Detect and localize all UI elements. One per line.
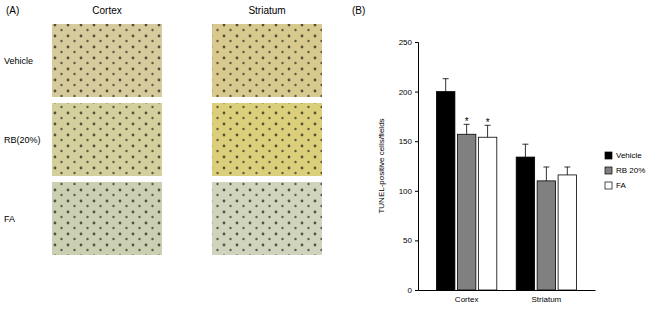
legend-label: Vehicle bbox=[616, 151, 642, 160]
y-tick-mark bbox=[415, 42, 418, 43]
bar bbox=[516, 157, 534, 290]
column-label: Striatum bbox=[248, 5, 285, 16]
micrograph-background bbox=[212, 182, 322, 255]
error-cap bbox=[543, 166, 549, 167]
bar bbox=[436, 92, 454, 290]
bar bbox=[478, 137, 496, 290]
y-tick: 0 bbox=[408, 286, 418, 295]
x-tick-label: Cortex bbox=[455, 295, 479, 304]
x-axis-line bbox=[419, 290, 596, 291]
y-tick-label: 150 bbox=[399, 137, 413, 146]
row-label: Vehicle bbox=[4, 56, 33, 66]
legend-swatch bbox=[605, 167, 612, 174]
y-axis: 0 50 100 150 200 250 bbox=[399, 38, 419, 295]
panel-label: (A) bbox=[6, 5, 19, 16]
micrograph bbox=[212, 182, 322, 255]
error-cap bbox=[564, 166, 570, 167]
y-tick-label: 100 bbox=[399, 187, 413, 196]
figure: (A) Cortex Striatum Vehicle RB(20%) FA (B) 0 50 1… bbox=[0, 0, 668, 311]
y-tick: 50 bbox=[403, 236, 418, 245]
error-bar bbox=[543, 167, 549, 181]
legend-label: FA bbox=[616, 181, 626, 190]
error-cap bbox=[443, 78, 449, 79]
panel-label: (B) bbox=[352, 5, 365, 16]
column-label: Cortex bbox=[92, 5, 121, 16]
y-tick-label: 250 bbox=[399, 38, 413, 47]
micrograph-cells bbox=[52, 182, 162, 255]
error-stem bbox=[445, 79, 446, 92]
row-label: FA bbox=[4, 214, 15, 224]
y-axis-title: TUNEL-positive cells/fields bbox=[377, 118, 386, 213]
y-tick-mark bbox=[415, 240, 418, 241]
micrograph bbox=[212, 24, 322, 97]
micrograph bbox=[52, 24, 162, 97]
micrograph bbox=[52, 182, 162, 255]
y-tick-label: 50 bbox=[403, 236, 412, 245]
x-axis: Cortex Striatum bbox=[419, 290, 596, 304]
bar bbox=[537, 181, 555, 290]
x-tick-label: Striatum bbox=[531, 295, 561, 304]
y-tick: 150 bbox=[399, 137, 418, 146]
y-tick-mark bbox=[415, 191, 418, 192]
legend: Vehicle RB 20% FA bbox=[605, 151, 645, 190]
image-panel: (A) Cortex Striatum Vehicle RB(20%) FA bbox=[4, 5, 322, 255]
bar bbox=[558, 175, 576, 290]
error-stem bbox=[567, 167, 568, 175]
y-tick-label: 0 bbox=[408, 286, 413, 295]
y-tick-label: 200 bbox=[399, 88, 413, 97]
micrograph-background bbox=[52, 103, 162, 176]
y-axis-line bbox=[415, 43, 419, 291]
y-tick-mark bbox=[415, 92, 418, 93]
significance-marker: * bbox=[465, 116, 469, 127]
y-tick: 250 bbox=[399, 38, 418, 47]
legend-swatch bbox=[605, 182, 612, 189]
y-tick: 100 bbox=[399, 187, 418, 196]
micrograph bbox=[212, 103, 322, 176]
error-bar bbox=[443, 79, 449, 92]
y-tick-mark bbox=[415, 141, 418, 142]
plot-area bbox=[436, 79, 576, 290]
significance-marker: * bbox=[486, 117, 490, 128]
y-tick-mark bbox=[415, 290, 418, 291]
x-tick: Striatum bbox=[531, 290, 561, 304]
error-stem bbox=[546, 167, 547, 181]
y-tick: 200 bbox=[399, 88, 418, 97]
x-tick: Cortex bbox=[455, 290, 479, 304]
micrograph-background bbox=[212, 103, 322, 176]
micrograph bbox=[52, 103, 162, 176]
error-bar bbox=[522, 144, 528, 157]
error-cap bbox=[522, 144, 528, 145]
legend-label: RB 20% bbox=[616, 166, 645, 175]
error-stem bbox=[525, 144, 526, 157]
micrograph-background bbox=[52, 182, 162, 255]
micrograph-cells bbox=[212, 24, 322, 97]
micrograph-cells bbox=[212, 103, 322, 176]
row-label: RB(20%) bbox=[4, 135, 41, 145]
error-bar bbox=[564, 167, 570, 175]
micrograph-background bbox=[52, 24, 162, 97]
legend-swatch bbox=[605, 152, 612, 159]
micrograph-cells bbox=[52, 103, 162, 176]
micrograph-cells bbox=[212, 182, 322, 255]
micrograph-background bbox=[212, 24, 322, 97]
micrograph-cells bbox=[52, 24, 162, 97]
bar bbox=[457, 134, 475, 290]
